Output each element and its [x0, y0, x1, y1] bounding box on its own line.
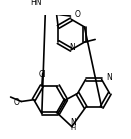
Text: Cl: Cl	[39, 70, 47, 79]
Text: N: N	[106, 73, 112, 82]
Text: H: H	[70, 125, 75, 131]
Text: O: O	[75, 10, 81, 19]
Text: N: N	[70, 118, 75, 127]
Text: HN: HN	[31, 0, 42, 7]
Text: N: N	[69, 43, 75, 52]
Text: O: O	[14, 98, 20, 107]
